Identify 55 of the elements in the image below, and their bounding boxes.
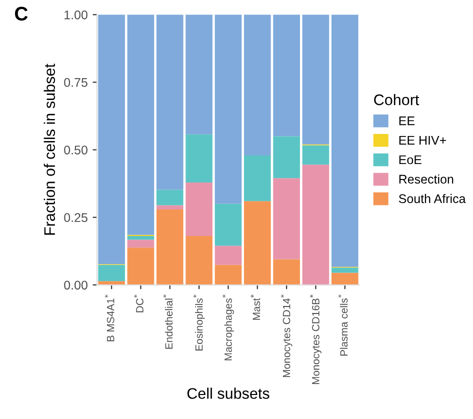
- x-tick-label: Endothelial$^{*}$: [163, 294, 173, 349]
- bar: [331, 14, 358, 267]
- bar: [186, 134, 212, 182]
- legend-label: EE HIV+: [399, 136, 446, 145]
- y-tick-label: 0.25: [64, 213, 88, 222]
- y-axis-title: Fraction of cells in subset: [44, 64, 56, 235]
- bar: [127, 240, 154, 248]
- bar: [98, 264, 125, 282]
- legend-label: South Africa: [398, 194, 466, 204]
- x-tick-label: B MS4A1$^{*}$: [104, 294, 114, 342]
- bar: [331, 268, 358, 273]
- bar: [156, 205, 184, 210]
- bar: [156, 14, 184, 190]
- bar: [214, 264, 242, 285]
- legend-title: Cohort: [374, 94, 420, 106]
- bar: [186, 182, 212, 236]
- bar: [302, 14, 330, 144]
- x-tick-label: Plasma cells$^{*}$: [338, 294, 348, 356]
- x-tick-label: Monocytes CD14$^{*}$: [280, 294, 292, 378]
- bar: [273, 178, 300, 260]
- bar: [186, 236, 212, 285]
- bar: [127, 236, 154, 240]
- bar: [214, 204, 242, 246]
- bar: [244, 14, 271, 156]
- bar: [244, 155, 271, 202]
- bar: [156, 210, 184, 285]
- bar: [98, 281, 125, 285]
- bar: [127, 14, 154, 235]
- bar: [156, 190, 184, 206]
- legend-label: EE: [399, 116, 414, 126]
- bar: [186, 14, 212, 134]
- bar: [331, 272, 358, 285]
- bar: [302, 164, 330, 285]
- bar: [302, 145, 330, 165]
- bar: [214, 14, 242, 204]
- bar: [214, 246, 242, 265]
- x-tick-label: Eosinophils$^{*}$: [193, 294, 205, 350]
- bar: [273, 14, 300, 136]
- y-tick-label: 0.00: [64, 280, 88, 290]
- text: C: [14, 6, 28, 21]
- x-tick-label: DC$^{*}$: [134, 294, 144, 312]
- bar: [98, 14, 125, 264]
- x-axis-title: Cell subsets: [187, 388, 270, 399]
- y-tick-label: 0.50: [64, 146, 88, 154]
- bar: [244, 201, 271, 285]
- legend-label: EoE: [399, 155, 422, 164]
- legend-label: Resection: [399, 174, 454, 184]
- y-tick-label: 0.75: [64, 78, 88, 87]
- x-tick-label: Macrophages$^{*}$: [222, 294, 234, 360]
- y-tick-label: 1.00: [64, 10, 88, 20]
- x-tick-label: Monocytes CD16B$^{*}$: [310, 294, 322, 384]
- bar: [273, 259, 300, 285]
- bar: [273, 136, 300, 178]
- x-tick-label: Mast$^{*}$: [250, 294, 260, 320]
- bar: [127, 248, 154, 285]
